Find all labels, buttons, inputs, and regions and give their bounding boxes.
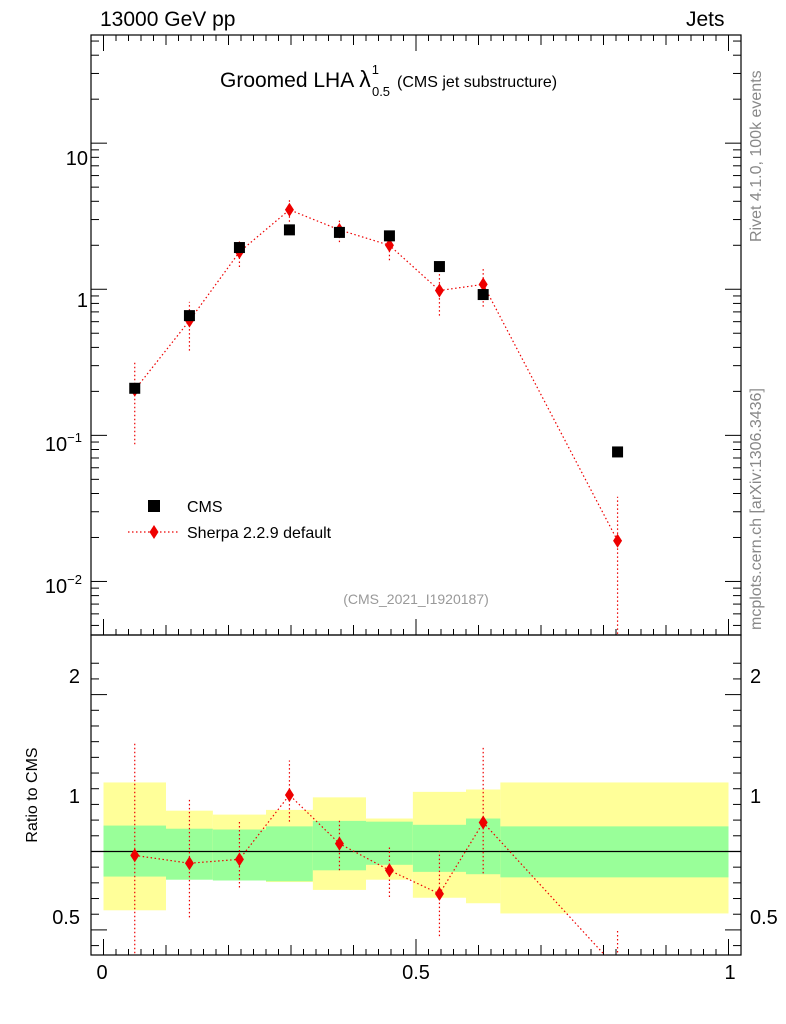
green-band-bin xyxy=(266,826,313,882)
cms-point xyxy=(612,446,624,458)
header-left: 13000 GeV pp xyxy=(100,8,236,31)
ratio-uncertainty-bands xyxy=(103,782,729,914)
legend-cms-marker xyxy=(148,500,160,512)
main-y-tick-label: 10−1 xyxy=(45,430,82,456)
legend-cms-label: CMS xyxy=(187,499,223,516)
ratio-y-tick-label-right: 0.5 xyxy=(750,907,778,929)
main-y-tick-label: 10 xyxy=(66,148,88,170)
x-tick-label: 1 xyxy=(724,962,735,984)
sherpa-ratio-point xyxy=(434,886,444,901)
cms-point xyxy=(283,224,295,236)
sherpa-point xyxy=(384,238,394,253)
sherpa-point xyxy=(613,533,623,548)
sherpa-ratio-point xyxy=(478,815,488,830)
cms-point xyxy=(333,226,345,238)
sherpa-ratio-point xyxy=(284,788,294,802)
main-y-tick-label: 10−2 xyxy=(45,572,82,598)
sherpa-ratio-point xyxy=(184,856,194,871)
sherpa-point xyxy=(478,277,488,292)
main-panel-frame xyxy=(90,34,742,636)
ratio-y-axis-label: Ratio to CMS xyxy=(24,747,41,842)
rivet-version-label: Rivet 4.1.0, 100k events xyxy=(748,70,765,242)
sherpa-point xyxy=(284,202,294,217)
main-data-layer xyxy=(129,198,624,635)
legend-sherpa-marker xyxy=(149,525,159,539)
sherpa-ratio-point xyxy=(130,848,140,863)
sherpa-point xyxy=(434,283,444,298)
sherpa-ratio-point xyxy=(234,852,244,867)
ratio-y-tick-label: 2 xyxy=(69,666,80,688)
ratio-y-tick-label-right: 2 xyxy=(750,666,761,688)
ratio-data-layer xyxy=(130,741,622,976)
cms-point xyxy=(383,230,395,242)
main-y-tick-label: 1 xyxy=(77,290,88,312)
x-axis-ticks xyxy=(103,35,729,955)
x-tick-label: 0 xyxy=(96,962,107,984)
ratio-y-tick-label-right: 1 xyxy=(750,786,761,808)
chart-title: Groomed LHA λ1 0.5(CMS jet substructure) xyxy=(220,62,557,99)
analysis-label: (CMS_2021_I1920187) xyxy=(343,591,489,607)
sherpa-ratio-point xyxy=(334,836,344,851)
main-y-axis-ticks xyxy=(91,40,741,626)
cms-point xyxy=(183,310,195,322)
cms-point xyxy=(433,261,445,273)
sherpa-line xyxy=(134,209,619,542)
header-right: Jets xyxy=(686,8,725,31)
legend: CMS Sherpa 2.2.9 default xyxy=(128,499,332,542)
mcplots-source-label: mcplots.cern.ch [arXiv:1306.3436] xyxy=(748,388,765,630)
cms-point xyxy=(477,289,489,301)
legend-sherpa-label: Sherpa 2.2.9 default xyxy=(187,525,332,542)
sherpa-ratio-point xyxy=(384,863,394,878)
green-band-bin xyxy=(366,821,413,865)
x-tick-label: 0.5 xyxy=(402,962,430,984)
ratio-y-tick-label: 0.5 xyxy=(52,907,80,929)
sherpa-ratio-point xyxy=(613,962,622,976)
ratio-y-axis-ticks xyxy=(91,662,741,947)
ratio-y-tick-label: 1 xyxy=(69,786,80,808)
cms-point xyxy=(233,242,245,254)
green-band-bin xyxy=(412,824,466,872)
cms-point xyxy=(129,382,141,394)
